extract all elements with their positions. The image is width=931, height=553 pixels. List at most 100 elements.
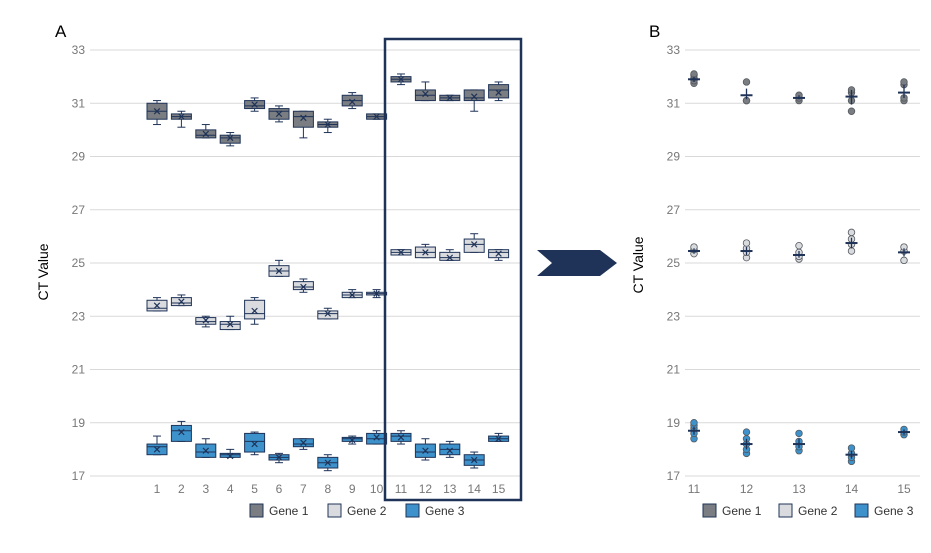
legend-label-gene-3: Gene 3 [425,504,465,518]
y-tick-label: 27 [667,203,681,217]
data-point [742,78,751,86]
legend-swatch-gene-2 [327,503,342,518]
box-gene-3-9 [341,435,363,445]
box-mean-marker-stroke [373,290,380,297]
box-gene-2-9 [341,289,363,299]
box-gene-1-8 [317,118,339,134]
box-mean-marker-stroke [446,447,454,454]
x-tick-label: 15 [492,482,506,496]
box-mean-marker-stroke [202,130,210,138]
box-mean-marker-stroke [202,447,210,454]
box-mean-marker [275,267,283,275]
x-tick-label: 9 [349,482,356,496]
points-gene-1-14 [845,86,858,115]
panel-b-points [688,70,910,466]
box-mean-marker [446,447,454,454]
panel-b-x-ticks: 11 12 13 14 15 [688,482,911,496]
box-body [439,251,461,261]
box-gene-3-8 [317,454,339,472]
x-tick-label: 3 [202,482,209,496]
box-mean-marker [324,121,332,128]
box-mean-marker-stroke [275,267,283,275]
box-mean-marker [324,459,332,466]
legend-label-gene-3: Gene 3 [874,504,914,518]
y-tick-label: 19 [667,416,681,430]
box-gene-1-3 [195,124,217,139]
panel-a-y-axis-title: CT Value [35,243,51,300]
box-gene-2-13 [439,249,461,261]
box-gene-3-14 [463,451,485,469]
y-tick-label: 17 [72,469,86,483]
box-mean-marker [251,440,258,448]
box-mean-marker [422,249,429,256]
box-mean-marker-stroke [422,249,429,256]
points-gene-2-13 [793,241,805,263]
box-mean-marker-stroke [495,435,502,442]
box-mean-marker [300,283,307,291]
box-gene-1-7 [292,110,314,139]
points-gene-3-11 [688,419,700,443]
box-gene-3-4 [219,448,241,460]
box-mean-marker-stroke [226,452,234,460]
box-mean-marker [422,90,429,98]
legend-label-gene-1: Gene 1 [722,504,762,518]
box-mean-marker [153,108,161,115]
box-gene-1-4 [219,132,241,147]
box-gene-3-3 [195,438,217,458]
points-gene-1-15 [898,78,910,105]
x-tick-label: 14 [468,482,482,496]
box-mean-marker [153,302,161,309]
box-mean-marker-stroke [153,108,161,115]
x-tick-label: 10 [370,482,384,496]
box-gene-3-5 [244,431,266,456]
panel-b-label: B [649,22,660,41]
x-tick-label: 12 [740,482,754,496]
x-tick-label: 13 [443,482,457,496]
box-gene-2-3 [195,315,217,328]
legend-label-gene-2: Gene 2 [347,504,387,518]
x-tick-label: 14 [845,482,859,496]
y-tick-label: 21 [667,363,681,377]
data-point [795,241,803,250]
box-mean-marker-stroke [348,291,356,299]
y-tick-label: 31 [72,96,86,110]
box-mean-marker-stroke [348,436,356,444]
box-gene-2-7 [292,278,314,293]
box-body [317,310,339,320]
box-mean-marker-stroke [251,307,258,315]
right-arrow-icon [537,250,617,276]
box-mean-marker-stroke [324,459,332,466]
box-body [292,110,314,128]
data-point [847,228,856,237]
box-mean-marker [348,436,356,444]
box-mean-marker-stroke [251,101,258,108]
legend-label-gene-2: Gene 2 [798,504,838,518]
box-mean-marker [495,250,502,257]
box-mean-marker-stroke [422,90,429,98]
box-mean-marker [226,134,234,142]
x-tick-label: 2 [178,482,185,496]
x-tick-label: 5 [251,482,258,496]
points-gene-2-12 [740,239,753,262]
box-mean-marker [397,76,405,83]
box-mean-marker-stroke [178,428,185,436]
box-gene-2-6 [268,259,290,277]
y-tick-label: 17 [667,469,681,483]
panel-b-legend: Gene 1 Gene 2 Gene 3 [702,503,914,518]
box-mean-marker [373,113,380,120]
box-mean-marker [348,291,356,299]
box-mean-marker [153,446,161,453]
box-gene-2-2 [170,294,192,307]
box-gene-2-8 [317,307,339,320]
points-gene-2-11 [688,243,700,258]
y-tick-label: 23 [72,309,86,323]
x-tick-label: 12 [419,482,433,496]
box-gene-1-1 [146,100,168,126]
box-mean-marker-stroke [446,254,454,261]
x-tick-label: 11 [688,482,701,496]
box-mean-marker [470,241,478,248]
y-tick-label: 25 [667,256,681,270]
box-gene-1-13 [439,94,461,102]
panel-a-gridlines [90,49,520,477]
data-point [847,107,856,115]
